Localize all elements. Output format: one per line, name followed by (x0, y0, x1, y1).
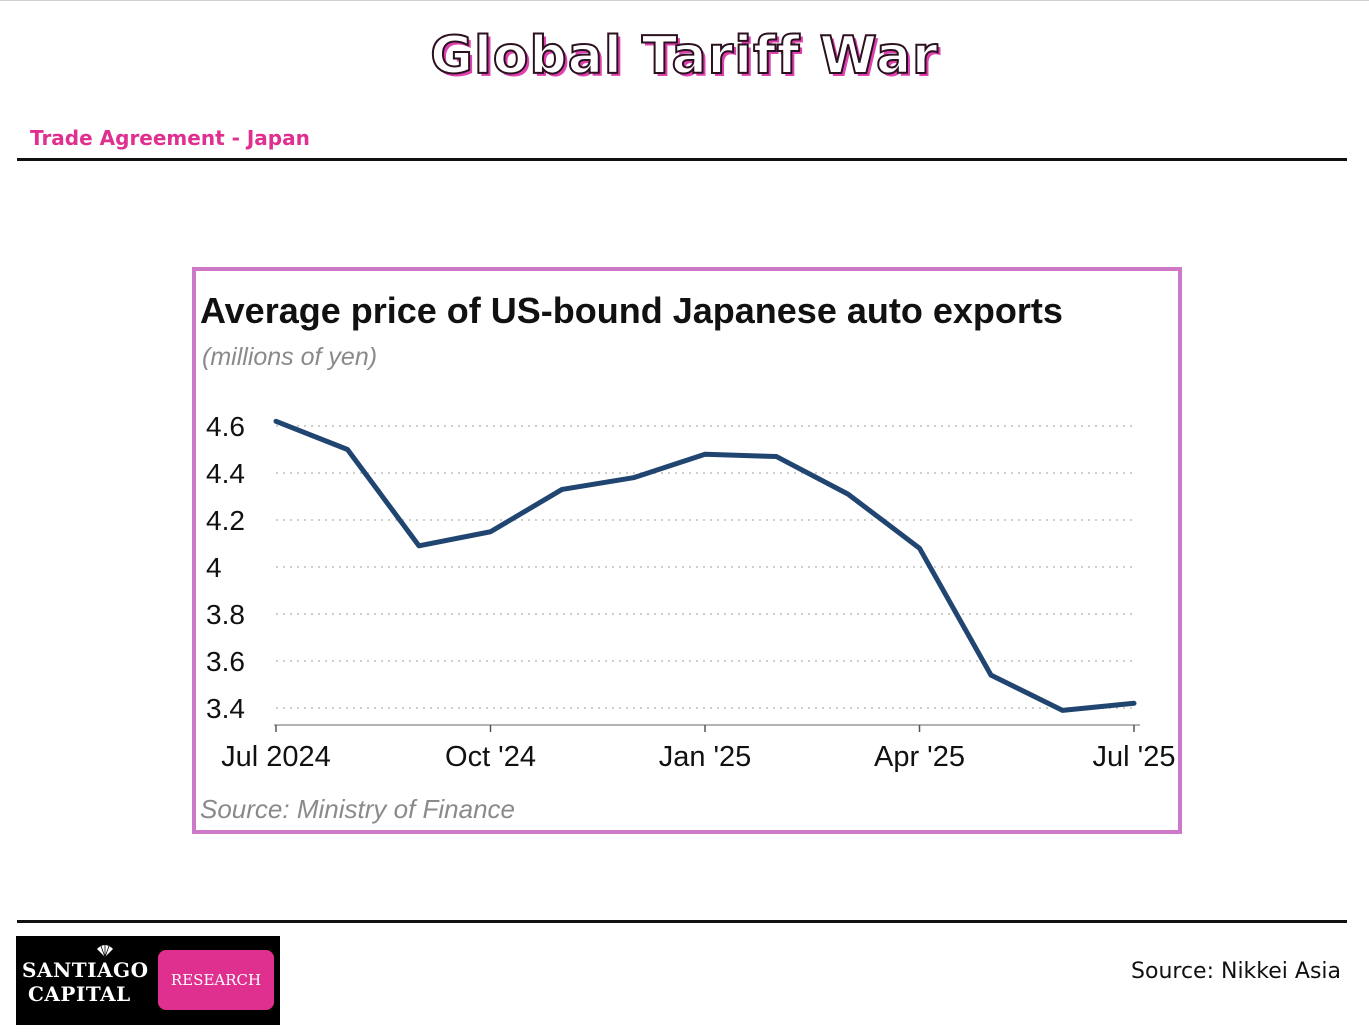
y-tick-label: 3.4 (206, 693, 245, 724)
footer-source: Source: Nikkei Asia (1131, 959, 1341, 984)
y-tick-label: 4.4 (206, 458, 245, 489)
x-tick-label: Oct '24 (445, 741, 536, 773)
y-tick-label: 3.6 (206, 646, 245, 677)
y-tick-label: 4.6 (206, 411, 245, 442)
line-chart: Average price of US-bound Japanese auto … (200, 290, 1176, 824)
x-tick-label: Apr '25 (874, 741, 965, 773)
footer-divider (17, 920, 1347, 923)
santiago-capital-logo: SANTIAGO CAPITAL RESEARCH (16, 936, 280, 1025)
x-tick-label: Jan '25 (659, 741, 752, 773)
chart-title: Average price of US-bound Japanese auto … (200, 290, 1063, 331)
section-subtitle: Trade Agreement - Japan (30, 126, 310, 150)
page-title: Global Tariff War (429, 25, 939, 87)
x-tick-label: Jul '25 (1093, 741, 1176, 773)
series-line (273, 418, 1137, 713)
chart-subtitle: (millions of yen) (202, 343, 377, 371)
chart-source: Source: Ministry of Finance (200, 794, 515, 824)
logo-text-line1: SANTIAGO (22, 958, 149, 982)
chart-frame: Average price of US-bound Japanese auto … (192, 267, 1182, 834)
y-tick-label: 3.8 (206, 599, 245, 630)
header-divider (17, 158, 1347, 161)
y-tick-label: 4 (206, 552, 222, 583)
logo-research-badge: RESEARCH (158, 950, 274, 1010)
logo-text-line2: CAPITAL (28, 982, 131, 1006)
shell-icon (97, 945, 113, 958)
top-rule (0, 0, 1369, 1)
x-tick-label: Jul 2024 (221, 741, 331, 773)
y-tick-label: 4.2 (206, 505, 245, 536)
